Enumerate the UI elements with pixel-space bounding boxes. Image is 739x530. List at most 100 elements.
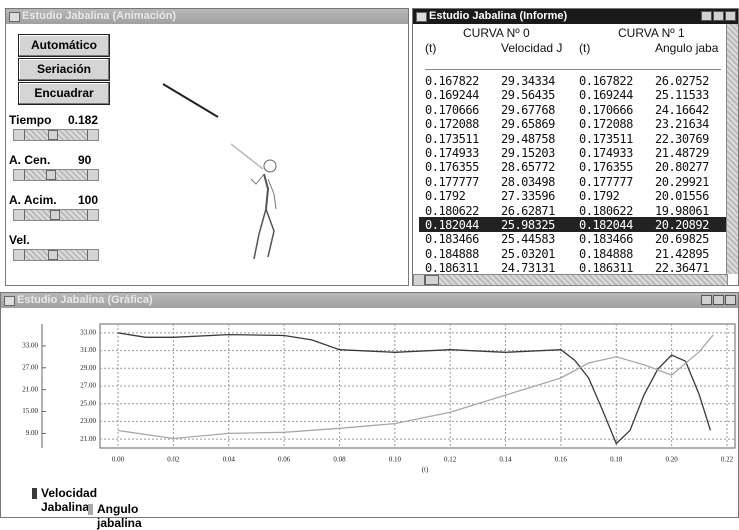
table-cell: 0.169244 xyxy=(579,88,633,103)
table-cell: 0.177777 xyxy=(425,174,479,189)
series-line xyxy=(117,334,714,440)
y-tick-label: 23.00 xyxy=(80,417,96,425)
x-tick-label: 0.14 xyxy=(499,456,512,464)
close-button[interactable] xyxy=(725,295,736,305)
y-tick-label: 27.00 xyxy=(80,382,96,390)
button[interactable]: Automático xyxy=(18,34,110,57)
table-cell: 20.20892 xyxy=(655,218,709,232)
y-tick-label: 21.00 xyxy=(80,435,96,443)
arrow-right[interactable] xyxy=(87,170,98,180)
table-cell: 0.170666 xyxy=(579,102,633,117)
slider[interactable] xyxy=(13,129,99,141)
leg xyxy=(265,208,275,258)
control-label: Vel. xyxy=(9,233,30,247)
window-title: Estudio Jabalina (Informe) xyxy=(429,10,568,22)
group-header: CURVA Nº 0 xyxy=(463,26,530,40)
y-tick-label: 25.00 xyxy=(80,399,96,407)
table-cell: 0.169244 xyxy=(425,88,479,103)
report-window: Estudio Jabalina (Informe) CURVA Nº 0 CUR… xyxy=(412,8,739,286)
arrow-left[interactable] xyxy=(14,170,25,180)
table-cell: 28.65772 xyxy=(501,160,555,175)
window-title: Estudio Jabalina (Animación) xyxy=(22,10,177,22)
arrow-left[interactable] xyxy=(14,130,25,140)
arrow-right[interactable] xyxy=(87,250,98,260)
table-cell: 20.80277 xyxy=(655,160,709,175)
arrow-left[interactable] xyxy=(14,250,25,260)
table-cell: 0.184888 xyxy=(579,246,633,261)
legend-label: Angulo jabalina xyxy=(97,502,142,530)
table-cell: 28.03498 xyxy=(501,174,555,189)
arrow-left[interactable] xyxy=(414,275,425,285)
maximize-button[interactable] xyxy=(713,11,724,21)
x-tick-label: 0.18 xyxy=(610,456,623,464)
table-cell: 0.183466 xyxy=(579,232,633,247)
control-value: 0.182 xyxy=(68,113,99,127)
close-button[interactable] xyxy=(725,11,736,21)
thumb[interactable] xyxy=(50,210,60,220)
slider[interactable] xyxy=(13,209,99,221)
column-header: (t) xyxy=(425,41,437,55)
group-header: CURVA Nº 1 xyxy=(618,26,685,40)
x-tick-label: 0.16 xyxy=(555,456,568,464)
minimize-button[interactable] xyxy=(701,295,712,305)
slider[interactable] xyxy=(13,249,99,261)
report-table: CURVA Nº 0 CURVA Nº 1 (t) Velocidad J (t) Ang… xyxy=(413,24,728,274)
series-line xyxy=(117,332,712,445)
table-cell: 0.1792 xyxy=(425,189,466,204)
table-cell: 21.48729 xyxy=(655,146,709,160)
table-cell: 0.173511 xyxy=(579,131,633,146)
title-bar: Estudio Jabalina (Animación) xyxy=(6,9,408,24)
maximize-button[interactable] xyxy=(713,295,724,305)
y-tick-label: 33.00 xyxy=(80,328,96,336)
thumb[interactable] xyxy=(48,130,58,140)
y2-tick-label: 21.00 xyxy=(22,385,38,393)
table-cell: 29.34334 xyxy=(501,74,555,88)
button[interactable]: Encuadrar xyxy=(18,82,110,105)
control-label: A. Acim. xyxy=(9,193,57,207)
arrow-right[interactable] xyxy=(87,210,98,220)
thumb[interactable] xyxy=(46,170,56,180)
button[interactable]: Seriación xyxy=(18,58,110,81)
table-cell: 19.98061 xyxy=(655,203,709,218)
vertical-scrollbar[interactable] xyxy=(726,24,738,274)
x-tick-label: 0.06 xyxy=(278,456,291,464)
table-cell: 0.186311 xyxy=(579,261,633,274)
control-value: 90 xyxy=(78,153,92,167)
table-cell: 29.67768 xyxy=(501,102,555,117)
thumb[interactable] xyxy=(425,275,439,285)
table-cell: 29.65869 xyxy=(501,117,555,132)
table-cell: 0.172088 xyxy=(425,117,479,132)
y2-tick-label: 27.00 xyxy=(22,363,38,371)
thumb[interactable] xyxy=(48,250,58,260)
slider[interactable] xyxy=(13,169,99,181)
horizontal-scrollbar[interactable] xyxy=(413,274,728,286)
table-cell: 0.183466 xyxy=(425,232,479,247)
table-cell: 0.1792 xyxy=(579,189,620,204)
x-tick-label: 0.12 xyxy=(444,456,457,464)
table-cell: 20.29921 xyxy=(655,174,709,189)
legend-marker xyxy=(32,488,37,499)
selected-row xyxy=(419,217,728,232)
arm-trace xyxy=(230,143,264,170)
arrow-right[interactable] xyxy=(87,130,98,140)
leg xyxy=(253,208,267,260)
table-cell: 0.174933 xyxy=(579,146,633,160)
minimize-button[interactable] xyxy=(701,11,712,21)
arrow-left[interactable] xyxy=(14,210,25,220)
table-cell: 0.173511 xyxy=(425,131,479,146)
column-header: Velocidad J xyxy=(501,41,563,55)
table-cell: 27.33596 xyxy=(501,189,555,204)
table-cell: 20.01556 xyxy=(655,189,709,204)
head xyxy=(263,159,277,173)
x-tick-label: 0.04 xyxy=(223,456,236,464)
table-cell: 24.16642 xyxy=(655,102,709,117)
x-tick-label: 0.02 xyxy=(167,456,180,464)
table-cell: 20.69825 xyxy=(655,232,709,247)
table-cell: 26.02752 xyxy=(655,74,709,88)
x-tick-label: 0.10 xyxy=(389,456,402,464)
title-bar: Estudio Jabalina (Gráfica) xyxy=(1,293,738,308)
table-cell: 0.176355 xyxy=(579,160,633,175)
table-cell: 23.21634 xyxy=(655,117,709,132)
table-cell: 0.167822 xyxy=(579,74,633,88)
table-cell: 21.42895 xyxy=(655,246,709,261)
